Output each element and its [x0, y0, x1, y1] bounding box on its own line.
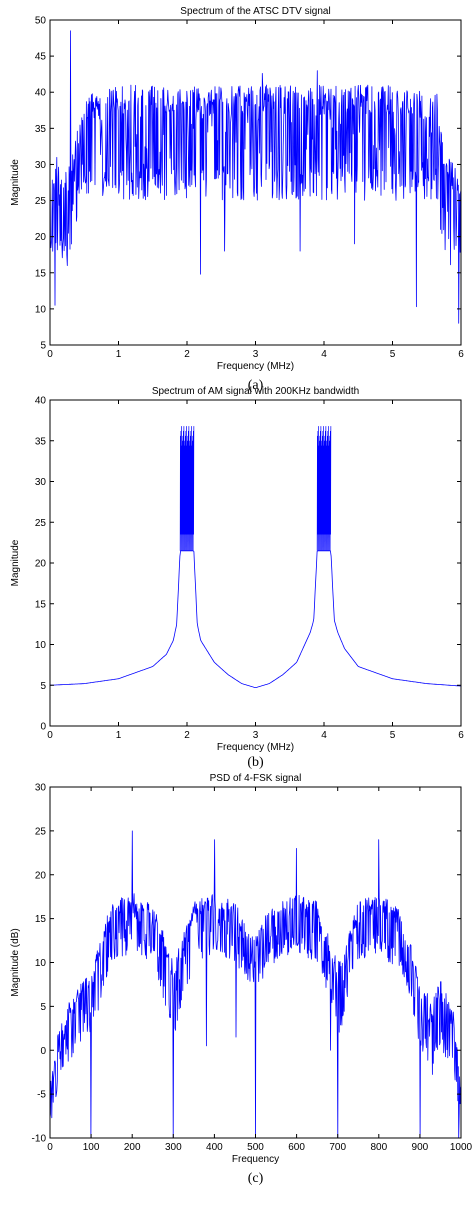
y-tick-label: 25	[35, 518, 47, 529]
x-tick-label: 600	[288, 1142, 305, 1153]
y-tick-label: 10	[35, 958, 47, 969]
y-tick-label: 10	[35, 640, 47, 651]
x-tick-label: 0	[47, 349, 53, 360]
x-axis-label: Frequency	[232, 1154, 279, 1165]
x-tick-label: 4	[321, 730, 327, 741]
x-tick-label: 1	[116, 349, 122, 360]
series-line	[50, 830, 461, 1138]
plot-area	[50, 426, 461, 688]
x-tick-label: 700	[329, 1142, 346, 1153]
y-tick-label: 35	[35, 436, 47, 447]
y-tick-label: 15	[35, 914, 47, 925]
x-tick-label: 300	[165, 1142, 182, 1153]
x-tick-label: 0	[47, 1142, 53, 1153]
y-axis-label: Magnitude	[10, 539, 21, 586]
y-tick-label: 45	[35, 52, 47, 63]
x-axis-label: Frequency (MHz)	[217, 742, 294, 753]
y-tick-label: 50	[35, 16, 47, 27]
y-tick-label: 30	[35, 783, 47, 794]
y-tick-label: 40	[35, 396, 47, 407]
x-tick-label: 6	[458, 349, 464, 360]
y-tick-label: -10	[32, 1134, 47, 1145]
x-tick-label: 200	[124, 1142, 141, 1153]
y-tick-label: 5	[40, 681, 46, 692]
y-tick-label: 20	[35, 232, 47, 243]
y-tick-label: 30	[35, 477, 47, 488]
y-tick-label: 35	[35, 124, 47, 135]
series-band-2	[316, 426, 332, 551]
x-tick-label: 900	[412, 1142, 429, 1153]
series-line	[50, 30, 461, 324]
x-tick-label: 4	[321, 349, 327, 360]
y-tick-label: 40	[35, 88, 47, 99]
x-tick-label: 5	[390, 730, 396, 741]
y-tick-label: 5	[40, 341, 46, 352]
x-tick-label: 2	[184, 730, 190, 741]
y-tick-label: 20	[35, 559, 47, 570]
x-tick-label: 800	[370, 1142, 387, 1153]
plot-area	[50, 830, 461, 1138]
y-tick-label: 15	[35, 268, 47, 279]
axes-frame	[49, 19, 462, 346]
chart-title: Spectrum of AM signal with 200KHz bandwi…	[152, 386, 359, 397]
x-tick-label: 500	[247, 1142, 264, 1153]
figure-caption: (a)	[248, 378, 264, 393]
y-tick-label: 25	[35, 826, 47, 837]
chart-panel-b: 0 1 2 3 4 5 6 0 5 10 15 20 25 30 35 40 Spectrum of AM si…	[10, 386, 464, 770]
x-tick-label: 1	[116, 730, 122, 741]
axes-frame	[49, 399, 462, 727]
chart-title: PSD of 4-FSK signal	[210, 773, 302, 784]
x-tick-label: 1000	[450, 1142, 472, 1153]
y-tick-label: -5	[37, 1090, 46, 1101]
y-axis-label: Magnitude	[10, 159, 21, 206]
y-tick-label: 0	[40, 1046, 46, 1057]
x-axis-label: Frequency (MHz)	[217, 361, 294, 372]
x-tick-label: 6	[458, 730, 464, 741]
y-tick-label: 15	[35, 599, 47, 610]
y-tick-label: 30	[35, 160, 47, 171]
y-axis-label: Magnitude (dB)	[10, 928, 21, 996]
x-tick-label: 0	[47, 730, 53, 741]
plot-area	[50, 30, 461, 324]
x-tick-label: 100	[83, 1142, 100, 1153]
x-tick-label: 5	[390, 349, 396, 360]
y-tick-label: 5	[40, 1002, 46, 1013]
x-tick-label: 2	[184, 349, 190, 360]
series-band-1	[179, 426, 195, 551]
y-tick-label: 10	[35, 304, 47, 315]
y-tick-label: 20	[35, 870, 47, 881]
chart-panel-c: 0 100 200 300 400 500 600 700 800 900 1000 -10 -5 0 5 1…	[10, 773, 472, 1186]
x-tick-label: 3	[253, 349, 259, 360]
figure-caption: (b)	[247, 755, 264, 770]
chart-title: Spectrum of the ATSC DTV signal	[180, 6, 330, 17]
x-tick-label: 400	[206, 1142, 223, 1153]
y-tick-label: 0	[40, 722, 46, 733]
series-line	[50, 550, 461, 688]
x-tick-label: 3	[253, 730, 259, 741]
y-tick-label: 25	[35, 196, 47, 207]
figure-caption: (c)	[248, 1171, 264, 1186]
